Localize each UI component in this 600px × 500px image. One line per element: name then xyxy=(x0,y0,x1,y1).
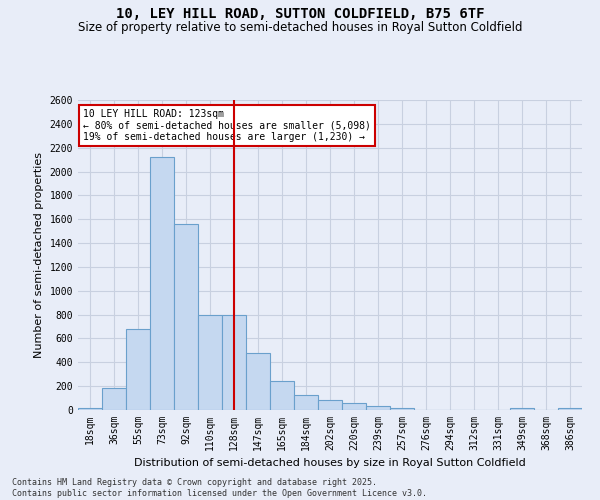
Bar xyxy=(342,403,366,410)
Bar xyxy=(558,408,582,410)
Bar xyxy=(198,314,222,410)
Bar xyxy=(270,382,294,410)
Bar xyxy=(246,353,270,410)
Text: Size of property relative to semi-detached houses in Royal Sutton Coldfield: Size of property relative to semi-detach… xyxy=(78,21,522,34)
Text: 10 LEY HILL ROAD: 123sqm
← 80% of semi-detached houses are smaller (5,098)
19% o: 10 LEY HILL ROAD: 123sqm ← 80% of semi-d… xyxy=(83,110,371,142)
Text: Contains HM Land Registry data © Crown copyright and database right 2025.
Contai: Contains HM Land Registry data © Crown c… xyxy=(12,478,427,498)
Bar xyxy=(222,314,246,410)
Bar xyxy=(150,157,174,410)
Bar xyxy=(390,408,414,410)
Bar xyxy=(78,408,102,410)
X-axis label: Distribution of semi-detached houses by size in Royal Sutton Coldfield: Distribution of semi-detached houses by … xyxy=(134,458,526,468)
Y-axis label: Number of semi-detached properties: Number of semi-detached properties xyxy=(34,152,44,358)
Bar xyxy=(366,406,390,410)
Bar xyxy=(318,400,342,410)
Bar xyxy=(294,394,318,410)
Bar xyxy=(510,408,534,410)
Bar xyxy=(126,329,150,410)
Bar xyxy=(174,224,198,410)
Bar xyxy=(102,388,126,410)
Text: 10, LEY HILL ROAD, SUTTON COLDFIELD, B75 6TF: 10, LEY HILL ROAD, SUTTON COLDFIELD, B75… xyxy=(116,8,484,22)
